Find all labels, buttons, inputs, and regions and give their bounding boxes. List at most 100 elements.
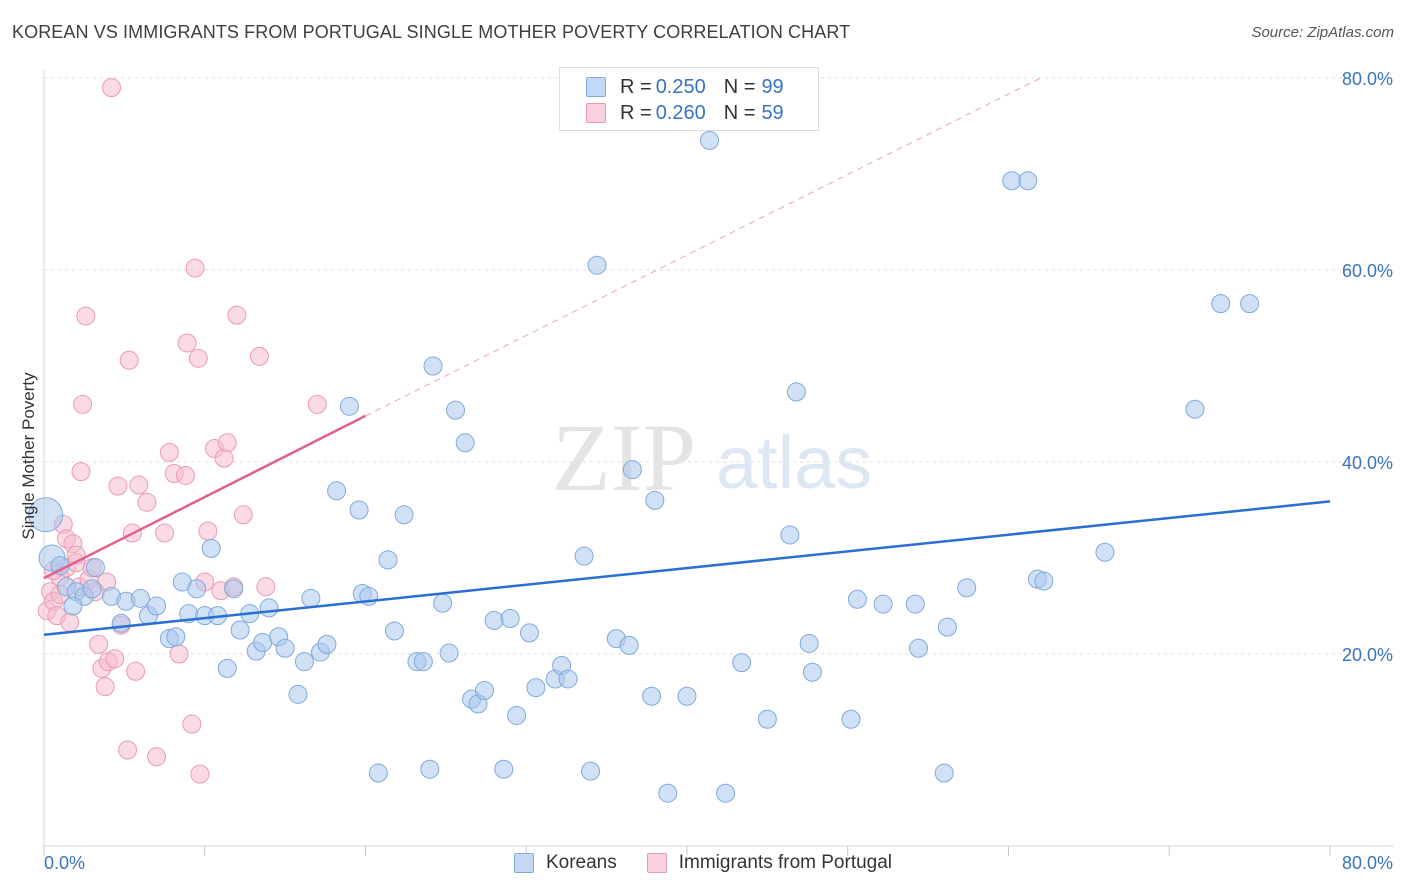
y-tick-label: 60.0% xyxy=(1342,261,1393,281)
korean-point xyxy=(908,638,928,658)
legend-row-portugal: R = 0.260 N = 59 xyxy=(586,101,784,125)
portugal-point xyxy=(249,346,269,366)
korean-point xyxy=(446,400,466,420)
korean-point xyxy=(873,594,893,614)
portugal-point xyxy=(185,258,205,278)
korean-point xyxy=(1185,399,1205,419)
portugal-point xyxy=(126,661,146,681)
korean-point xyxy=(217,658,237,678)
korean-point xyxy=(786,382,806,402)
trend-layer xyxy=(43,77,1331,637)
korean-point xyxy=(587,255,607,275)
korean-point xyxy=(82,579,102,599)
tick-layer: 20.0% 40.0% 60.0% 80.0% xyxy=(43,69,1393,856)
korean-point xyxy=(780,525,800,545)
n-label: N = xyxy=(723,75,756,98)
korean-point xyxy=(658,783,678,803)
korean-point xyxy=(1240,294,1260,314)
y-tick-label: 40.0% xyxy=(1342,453,1393,473)
portugal-point xyxy=(102,78,122,98)
r-label: R = xyxy=(620,75,652,98)
legend-item-portugal[interactable]: Immigrants from Portugal xyxy=(646,852,893,874)
korean-point xyxy=(558,669,578,689)
korean-points xyxy=(28,130,1260,803)
portugal-point xyxy=(307,394,327,414)
legend-item-koreans[interactable]: Koreans xyxy=(513,852,617,874)
korean-point xyxy=(937,617,957,637)
korean-point xyxy=(433,593,453,613)
korean-point xyxy=(474,680,494,700)
korean-point xyxy=(519,623,539,643)
legend-row-koreans: R = 0.250 N = 99 xyxy=(586,75,784,99)
korean-point xyxy=(259,598,279,618)
korean-point xyxy=(187,579,207,599)
korean-point xyxy=(645,490,665,510)
korean-point xyxy=(28,497,64,533)
portugal-point xyxy=(108,476,128,496)
chart-title: KOREAN VS IMMIGRANTS FROM PORTUGAL SINGL… xyxy=(12,22,851,42)
portugal-point xyxy=(129,475,149,495)
korean-point xyxy=(841,709,861,729)
portugal-point xyxy=(159,442,179,462)
portugal-point xyxy=(182,714,202,734)
portugal-legend-swatch xyxy=(646,853,667,873)
korean-point xyxy=(439,643,459,663)
korean-point xyxy=(526,678,546,698)
portugal-trend-extension xyxy=(365,77,1041,417)
korean-point xyxy=(253,632,273,652)
grid-layer xyxy=(44,77,1394,655)
portugal-point xyxy=(177,333,197,353)
korean-point xyxy=(484,610,504,630)
y-tick-label: 20.0% xyxy=(1342,645,1393,665)
korean-point xyxy=(1002,171,1022,191)
portugal-point xyxy=(105,649,125,669)
korean-point xyxy=(574,546,594,566)
portugal-swatch xyxy=(586,103,606,123)
koreans-swatch xyxy=(586,77,606,97)
korean-point xyxy=(455,433,475,453)
korean-point xyxy=(130,588,150,608)
korean-point xyxy=(1018,171,1038,191)
koreans-legend-swatch xyxy=(513,853,534,873)
korean-point xyxy=(642,686,662,706)
korean-point xyxy=(1211,294,1231,314)
korean-point xyxy=(507,705,527,725)
portugal-point xyxy=(233,505,253,525)
portugal-points xyxy=(37,78,327,784)
korean-point xyxy=(201,538,221,558)
y-axis-title: Single Mother Poverty xyxy=(19,372,38,540)
n-label: N = xyxy=(723,101,756,124)
portugal-point xyxy=(169,644,189,664)
korean-point xyxy=(732,653,752,673)
watermark-zip: ZIP xyxy=(552,404,696,511)
korean-point xyxy=(802,662,822,682)
korean-point xyxy=(301,588,321,608)
korean-point xyxy=(1095,542,1115,562)
korean-point xyxy=(85,558,105,578)
portugal-point xyxy=(73,394,93,414)
portugal-point xyxy=(60,612,80,632)
korean-point xyxy=(147,596,167,616)
portugal-point xyxy=(95,677,115,697)
korean-point xyxy=(317,634,337,654)
korean-point xyxy=(423,356,443,376)
r-value: 0.260 xyxy=(655,101,706,124)
korean-point xyxy=(957,578,977,598)
portugal-legend-label: Immigrants from Portugal xyxy=(678,852,893,873)
korean-point xyxy=(349,500,369,520)
source-label: Source: ZipAtlas.com xyxy=(1251,24,1394,41)
x-tick-label-max: 80.0% xyxy=(1342,853,1393,873)
korean-point xyxy=(339,396,359,416)
korean-point xyxy=(700,130,720,150)
r-label: R = xyxy=(620,101,652,124)
korean-point xyxy=(799,633,819,653)
y-tick-label: 80.0% xyxy=(1342,69,1393,89)
portugal-point xyxy=(119,350,139,370)
korean-point xyxy=(619,635,639,655)
korean-point xyxy=(413,652,433,672)
watermark: ZIP atlas xyxy=(552,404,872,511)
stats-legend: R = 0.250 N = 99 R = 0.260 N = 59 xyxy=(559,67,819,131)
portugal-point xyxy=(147,747,167,767)
korean-point xyxy=(716,783,736,803)
